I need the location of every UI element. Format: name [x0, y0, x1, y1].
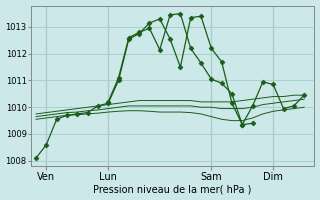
X-axis label: Pression niveau de la mer( hPa ): Pression niveau de la mer( hPa ): [93, 184, 252, 194]
